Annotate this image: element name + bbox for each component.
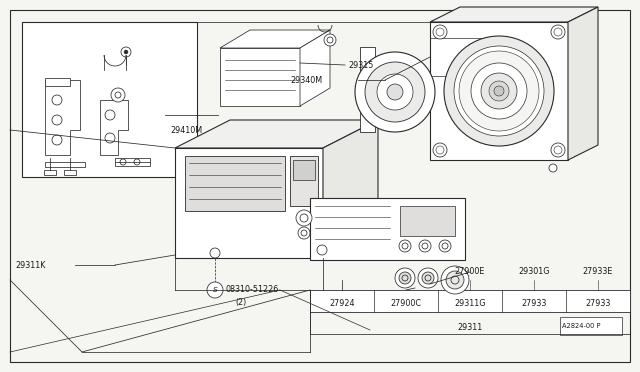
Bar bbox=[175, 148, 323, 258]
Circle shape bbox=[324, 34, 336, 46]
Circle shape bbox=[481, 73, 517, 109]
Circle shape bbox=[355, 52, 435, 132]
Text: 27900C: 27900C bbox=[390, 298, 422, 308]
Bar bbox=[560, 317, 622, 335]
Polygon shape bbox=[568, 7, 598, 160]
Bar bbox=[290, 156, 318, 206]
Polygon shape bbox=[45, 80, 80, 155]
Circle shape bbox=[549, 164, 557, 172]
Text: A2824-00 P: A2824-00 P bbox=[562, 323, 600, 329]
Circle shape bbox=[399, 240, 411, 252]
Circle shape bbox=[387, 84, 403, 100]
Circle shape bbox=[124, 50, 128, 54]
Circle shape bbox=[494, 86, 504, 96]
Circle shape bbox=[365, 62, 425, 122]
Circle shape bbox=[459, 51, 539, 131]
Bar bbox=[45, 78, 70, 86]
Text: 27900E: 27900E bbox=[455, 267, 485, 276]
Text: (2): (2) bbox=[235, 298, 246, 308]
Text: 27933: 27933 bbox=[586, 298, 611, 308]
Circle shape bbox=[471, 63, 527, 119]
Text: 27933E: 27933E bbox=[583, 267, 613, 276]
Circle shape bbox=[441, 266, 469, 294]
Circle shape bbox=[399, 272, 411, 284]
Circle shape bbox=[418, 268, 438, 288]
Circle shape bbox=[551, 143, 565, 157]
Circle shape bbox=[317, 245, 327, 255]
Circle shape bbox=[419, 240, 431, 252]
Bar bbox=[360, 47, 375, 132]
Polygon shape bbox=[175, 120, 378, 148]
Circle shape bbox=[422, 272, 434, 284]
Text: 27933: 27933 bbox=[522, 298, 547, 308]
Text: 08310-51226: 08310-51226 bbox=[225, 285, 278, 295]
Bar bbox=[64, 170, 76, 175]
Polygon shape bbox=[300, 30, 330, 106]
Text: 29311: 29311 bbox=[458, 323, 483, 331]
Polygon shape bbox=[323, 120, 378, 258]
Bar bbox=[400, 206, 455, 236]
Circle shape bbox=[207, 282, 223, 298]
Circle shape bbox=[377, 74, 413, 110]
Circle shape bbox=[551, 25, 565, 39]
Bar bbox=[44, 170, 56, 175]
Circle shape bbox=[444, 36, 554, 146]
Polygon shape bbox=[220, 30, 330, 48]
Bar bbox=[115, 158, 150, 166]
Circle shape bbox=[454, 46, 544, 136]
Bar bbox=[220, 48, 300, 106]
Circle shape bbox=[433, 25, 447, 39]
Text: 29301G: 29301G bbox=[518, 267, 550, 276]
Text: 29315: 29315 bbox=[348, 61, 373, 70]
Bar bbox=[22, 22, 197, 177]
Circle shape bbox=[395, 268, 415, 288]
Polygon shape bbox=[430, 7, 598, 22]
Circle shape bbox=[296, 210, 312, 226]
Text: 29311K: 29311K bbox=[15, 260, 45, 269]
Circle shape bbox=[489, 81, 509, 101]
Text: 29340M: 29340M bbox=[290, 76, 322, 84]
Circle shape bbox=[111, 88, 125, 102]
Bar bbox=[310, 290, 630, 312]
Text: S: S bbox=[212, 287, 218, 293]
Polygon shape bbox=[100, 100, 128, 155]
Bar bbox=[430, 22, 568, 160]
Bar bbox=[430, 38, 485, 76]
Text: 27924: 27924 bbox=[329, 298, 355, 308]
Circle shape bbox=[446, 271, 464, 289]
Text: 29311G: 29311G bbox=[454, 298, 486, 308]
Circle shape bbox=[439, 240, 451, 252]
Circle shape bbox=[433, 143, 447, 157]
Circle shape bbox=[298, 227, 310, 239]
Polygon shape bbox=[310, 198, 465, 260]
Text: 29410M: 29410M bbox=[170, 125, 202, 135]
Bar bbox=[185, 156, 285, 211]
Bar bbox=[45, 162, 85, 167]
Bar bbox=[293, 160, 315, 180]
